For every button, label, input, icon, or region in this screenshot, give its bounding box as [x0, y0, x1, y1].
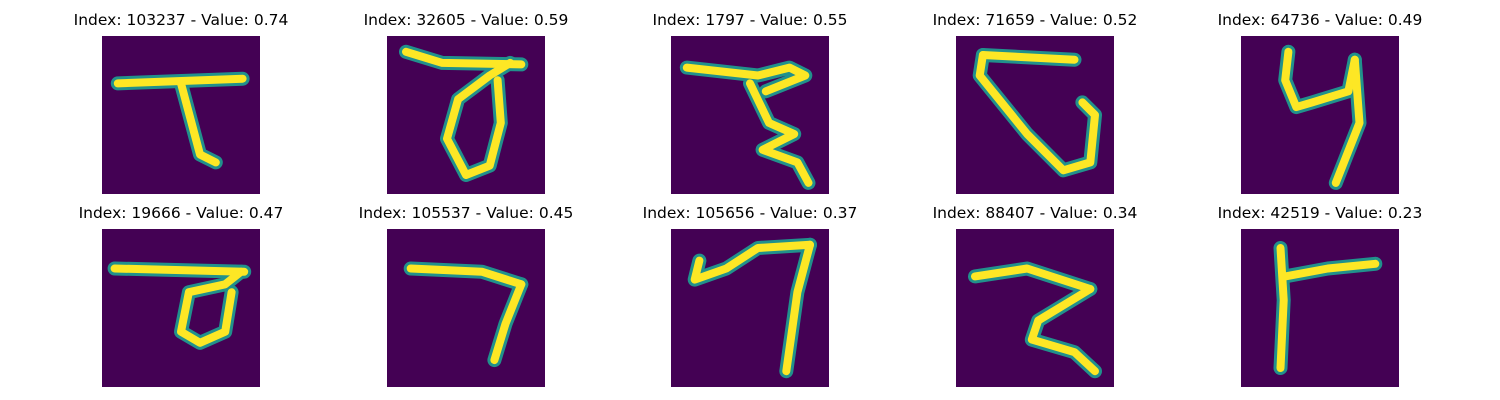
panel-title: Index: 105656 - Value: 0.37	[642, 204, 858, 222]
panel-title: Index: 42519 - Value: 0.23	[1217, 204, 1423, 222]
stroke-core	[746, 79, 813, 187]
panel-value: 0.37	[822, 204, 858, 222]
stroke-core	[690, 240, 814, 284]
image-panel: Index: 42519 - Value: 0.23	[1218, 204, 1422, 387]
panel-title: Index: 105537 - Value: 0.45	[358, 204, 574, 222]
panel-value: 0.59	[533, 11, 569, 29]
stroke-core	[443, 58, 515, 179]
stroke-core	[406, 264, 526, 289]
digit-image	[1241, 36, 1399, 194]
image-background	[102, 36, 260, 194]
image-background	[1241, 36, 1399, 194]
image-panel: Index: 19666 - Value: 0.47	[79, 204, 283, 387]
panel-title: Index: 19666 - Value: 0.47	[78, 204, 284, 222]
image-panel: Index: 88407 - Value: 0.34	[933, 204, 1137, 387]
digit-image	[1241, 229, 1399, 387]
stroke-core	[682, 63, 810, 96]
panel-index: 42519	[1270, 204, 1320, 222]
panel-index: 32605	[416, 11, 466, 29]
image-panel: Index: 105656 - Value: 0.37	[643, 204, 857, 387]
image-panel: Index: 103237 - Value: 0.74	[74, 11, 288, 194]
stroke-core	[1276, 244, 1288, 372]
panel-value: 0.55	[812, 11, 848, 29]
digit-image	[387, 229, 545, 387]
panel-index: 88407	[985, 204, 1035, 222]
panel-value: 0.52	[1102, 11, 1138, 29]
panel-index: 1797	[705, 11, 745, 29]
stroke-core	[1281, 259, 1380, 281]
panel-title: Index: 32605 - Value: 0.59	[363, 11, 569, 29]
image-panel: Index: 105537 - Value: 0.45	[359, 204, 573, 387]
digit-image	[387, 36, 545, 194]
stroke-core	[110, 264, 249, 276]
stroke-core	[490, 280, 526, 365]
panel-value: 0.23	[1387, 204, 1423, 222]
panel-index: 103237	[126, 11, 186, 29]
digit-image	[956, 36, 1114, 194]
image-background	[1241, 229, 1399, 387]
panel-title: Index: 103237 - Value: 0.74	[73, 11, 289, 29]
stroke-core	[177, 79, 220, 167]
panel-title: Index: 64736 - Value: 0.49	[1217, 11, 1423, 29]
stroke-core	[978, 51, 1079, 64]
panel-value: 0.74	[253, 11, 289, 29]
image-panel: Index: 64736 - Value: 0.49	[1218, 11, 1422, 194]
stroke-core	[971, 264, 1095, 293]
panel-value: 0.34	[1102, 204, 1138, 222]
panel-index: 105537	[411, 204, 471, 222]
stroke-core	[177, 267, 245, 347]
image-background	[387, 229, 545, 387]
stroke-core	[782, 240, 814, 376]
panel-index: 19666	[131, 204, 181, 222]
image-panel: Index: 71659 - Value: 0.52	[933, 11, 1137, 194]
panel-index: 105656	[695, 204, 755, 222]
digit-image	[102, 229, 260, 387]
image-panel: Index: 1797 - Value: 0.55	[653, 11, 847, 194]
stroke-core	[1027, 285, 1099, 376]
digit-image	[671, 36, 829, 194]
stroke-core	[1281, 47, 1359, 112]
panel-value: 0.49	[1387, 11, 1423, 29]
digit-image	[956, 229, 1114, 387]
panel-title: Index: 88407 - Value: 0.34	[932, 204, 1138, 222]
stroke-core	[975, 51, 1099, 175]
image-panel: Index: 32605 - Value: 0.59	[364, 11, 568, 194]
digit-image	[102, 36, 260, 194]
panel-title: Index: 1797 - Value: 0.55	[652, 11, 848, 29]
panel-value: 0.47	[248, 204, 284, 222]
stroke-core	[402, 47, 526, 69]
stroke-core	[1331, 55, 1364, 187]
digit-image	[671, 229, 829, 387]
panel-title: Index: 71659 - Value: 0.52	[932, 11, 1138, 29]
panel-index: 71659	[985, 11, 1035, 29]
panel-value: 0.45	[538, 204, 574, 222]
panel-index: 64736	[1270, 11, 1320, 29]
